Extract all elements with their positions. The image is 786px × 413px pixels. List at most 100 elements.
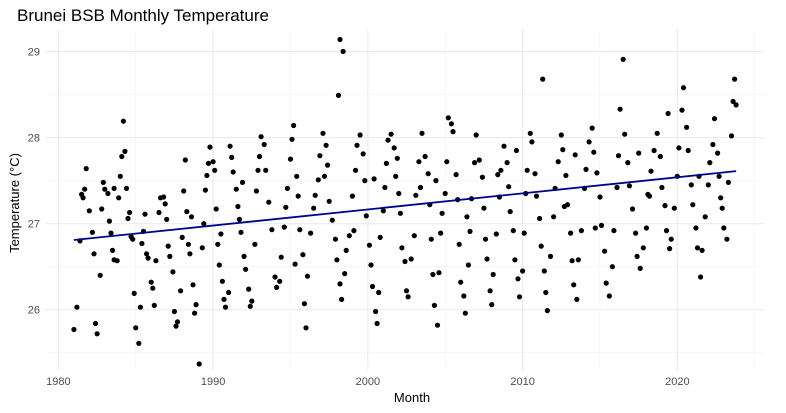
- data-point: [694, 245, 701, 251]
- data-point: [693, 225, 699, 231]
- data-point: [456, 241, 462, 247]
- data-point: [403, 288, 410, 294]
- data-point: [377, 234, 383, 240]
- data-point: [561, 203, 568, 210]
- data-point: [247, 303, 253, 309]
- data-point: [239, 179, 246, 185]
- data-point: [668, 236, 674, 242]
- data-point: [210, 159, 216, 165]
- data-point: [646, 193, 653, 199]
- data-point: [533, 193, 540, 199]
- data-point: [444, 159, 450, 165]
- data-point: [569, 258, 575, 264]
- data-point: [366, 242, 372, 248]
- data-point: [657, 153, 663, 160]
- data-point: [520, 268, 526, 274]
- data-point: [578, 228, 585, 234]
- data-point: [482, 236, 489, 242]
- data-point: [289, 136, 295, 142]
- data-point: [524, 167, 530, 173]
- data-point: [575, 257, 581, 263]
- data-point: [671, 205, 677, 211]
- data-point: [238, 229, 244, 235]
- data-point: [733, 102, 739, 108]
- data-point: [711, 116, 718, 122]
- data-point: [715, 150, 721, 156]
- data-point: [294, 173, 300, 179]
- data-point: [464, 214, 470, 220]
- data-point: [190, 282, 196, 288]
- data-point: [634, 253, 640, 259]
- data-point: [606, 293, 612, 299]
- data-point: [659, 184, 665, 191]
- data-point: [393, 173, 399, 179]
- data-point: [707, 160, 713, 166]
- data-point: [145, 255, 151, 261]
- data-point: [281, 224, 287, 230]
- data-point: [507, 209, 513, 215]
- data-point: [516, 294, 523, 300]
- data-point: [725, 179, 732, 185]
- data-point: [249, 298, 255, 304]
- data-point: [351, 228, 357, 234]
- data-point: [543, 289, 549, 296]
- data-point: [174, 319, 181, 325]
- data-point: [643, 225, 650, 231]
- data-point: [343, 247, 349, 253]
- data-point: [416, 159, 422, 165]
- data-point: [363, 213, 369, 219]
- data-point: [413, 192, 419, 198]
- data-point: [263, 167, 269, 173]
- data-point: [142, 211, 148, 217]
- data-point: [544, 308, 551, 314]
- data-point: [594, 170, 600, 176]
- data-point: [385, 137, 391, 143]
- data-point: [253, 188, 259, 194]
- data-point: [71, 326, 77, 333]
- data-point: [91, 251, 97, 257]
- data-point: [551, 214, 557, 220]
- data-point: [472, 160, 478, 166]
- data-point: [184, 209, 190, 215]
- data-point: [277, 278, 283, 284]
- data-point: [732, 76, 738, 82]
- data-point: [170, 269, 176, 275]
- data-point: [303, 325, 309, 331]
- data-point: [479, 174, 485, 180]
- data-point: [473, 132, 479, 138]
- data-point: [648, 168, 654, 174]
- data-point: [74, 304, 80, 310]
- data-point: [86, 208, 92, 214]
- data-point: [476, 157, 482, 163]
- y-axis-ticks: 26 27 28 29: [28, 47, 40, 317]
- data-point: [246, 286, 252, 292]
- data-point: [425, 171, 431, 177]
- data-point: [204, 172, 210, 179]
- data-point: [216, 262, 222, 268]
- data-point: [321, 173, 328, 179]
- data-point: [560, 147, 566, 153]
- data-point: [515, 276, 521, 282]
- x-axis-title: Month: [394, 390, 430, 405]
- data-point: [705, 182, 711, 188]
- data-point: [598, 222, 605, 228]
- data-point: [547, 253, 554, 259]
- data-point: [173, 323, 179, 329]
- data-point: [167, 253, 173, 259]
- data-point: [442, 190, 448, 197]
- data-point: [108, 230, 114, 236]
- data-point: [332, 236, 338, 242]
- data-point: [572, 152, 578, 158]
- data-point: [105, 190, 111, 197]
- data-point: [667, 246, 673, 252]
- data-point: [235, 203, 241, 210]
- data-point: [317, 153, 323, 159]
- data-point: [269, 227, 275, 233]
- data-point: [133, 325, 139, 331]
- data-point: [221, 296, 227, 302]
- data-point: [510, 228, 516, 234]
- data-point: [284, 185, 290, 191]
- x-tick-label: 1990: [201, 376, 225, 388]
- data-point: [185, 241, 191, 247]
